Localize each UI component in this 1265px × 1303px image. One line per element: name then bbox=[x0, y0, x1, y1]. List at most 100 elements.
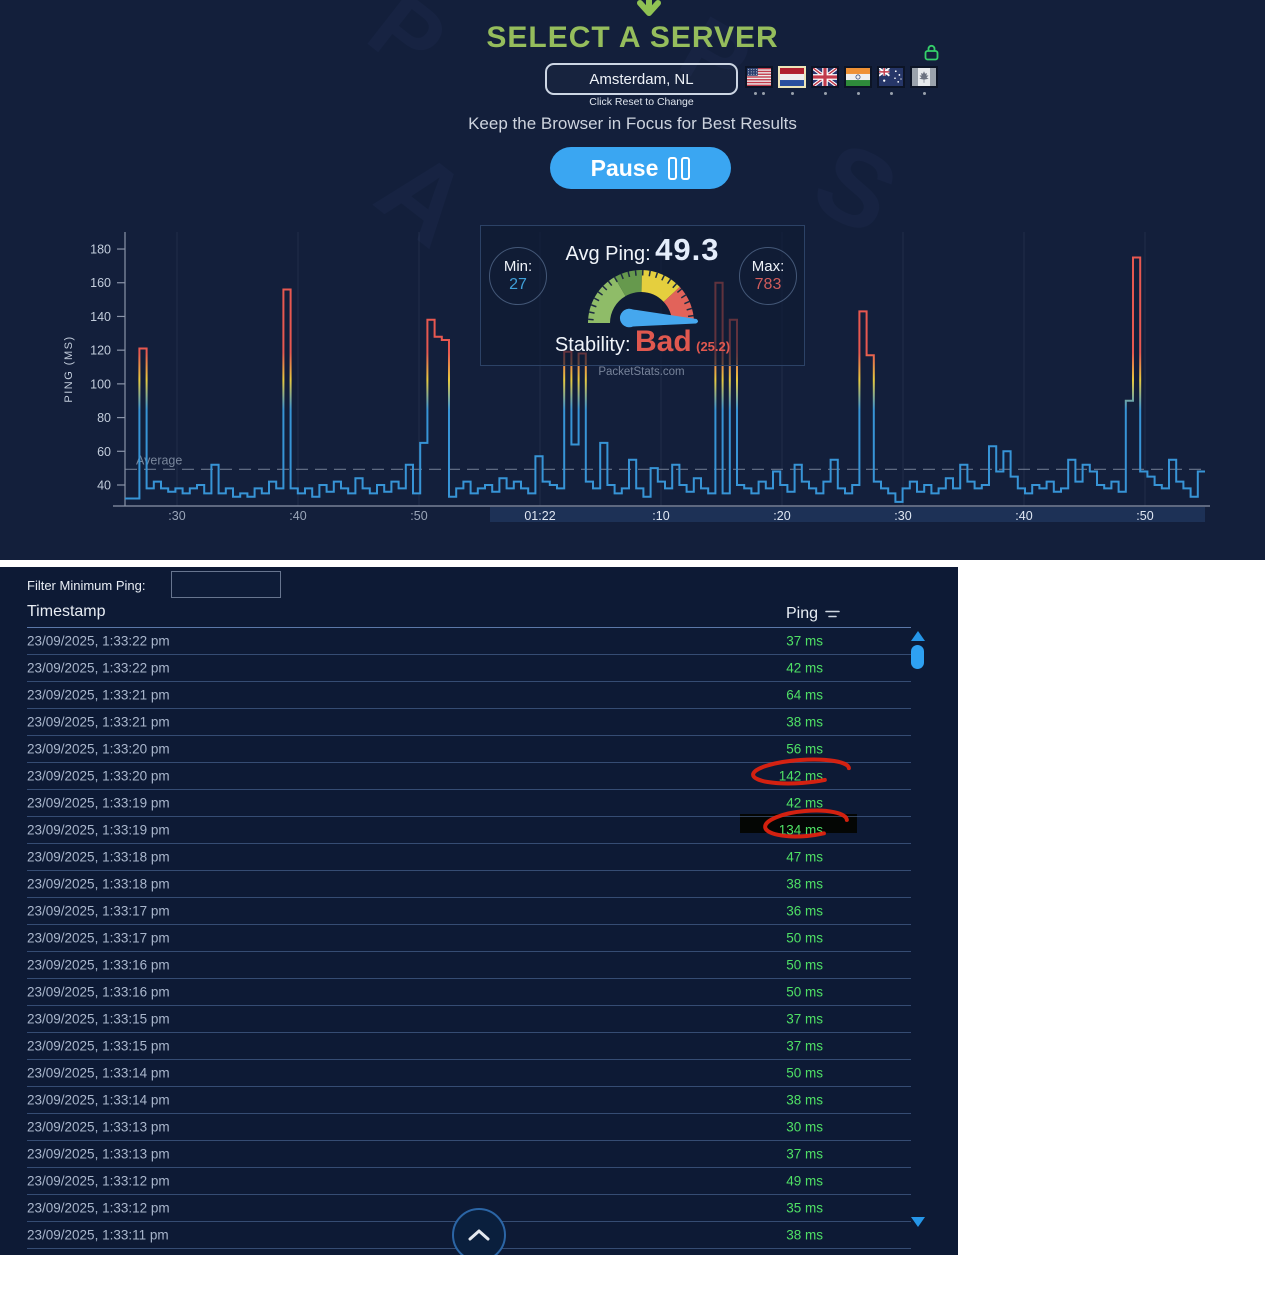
table-row: 23/09/2025, 1:33:13 pm 30 ms bbox=[27, 1114, 911, 1141]
column-header-ping[interactable]: Ping bbox=[786, 605, 840, 623]
timestamp-cell: 23/09/2025, 1:33:22 pm bbox=[27, 660, 170, 676]
focus-note: Keep the Browser in Focus for Best Resul… bbox=[468, 114, 797, 133]
ping-cell: 50 ms bbox=[786, 930, 823, 946]
timestamp-cell: 23/09/2025, 1:33:21 pm bbox=[27, 714, 170, 730]
svg-text:60: 60 bbox=[97, 445, 111, 459]
timestamp-cell: 23/09/2025, 1:33:21 pm bbox=[27, 687, 170, 703]
server-dots bbox=[877, 92, 905, 95]
server-select-box[interactable]: Amsterdam, NL bbox=[545, 63, 738, 95]
stability-gauge bbox=[588, 270, 699, 328]
timestamp-cell: 23/09/2025, 1:33:15 pm bbox=[27, 1038, 170, 1054]
table-row: 23/09/2025, 1:33:22 pm 37 ms bbox=[27, 628, 911, 655]
server-flag-list bbox=[745, 66, 938, 95]
timestamp-cell: 23/09/2025, 1:33:19 pm bbox=[27, 795, 170, 811]
timestamp-cell: 23/09/2025, 1:33:20 pm bbox=[27, 768, 170, 784]
svg-text:80: 80 bbox=[97, 411, 111, 425]
flag-usa[interactable] bbox=[745, 66, 773, 95]
down-arrow-icon bbox=[633, 0, 665, 23]
column-header-timestamp: Timestamp bbox=[27, 603, 106, 620]
scrollbar-up-icon[interactable] bbox=[911, 631, 925, 641]
table-row: 23/09/2025, 1:33:20 pm 142 ms bbox=[27, 763, 911, 790]
timestamp-cell: 23/09/2025, 1:33:22 pm bbox=[27, 633, 170, 649]
table-row: 23/09/2025, 1:33:14 pm 50 ms bbox=[27, 1060, 911, 1087]
timestamp-cell: 23/09/2025, 1:33:16 pm bbox=[27, 984, 170, 1000]
brand-text: PacketStats.com bbox=[598, 366, 685, 378]
ping-cell: 50 ms bbox=[786, 984, 823, 1000]
flag-image-india bbox=[844, 66, 872, 88]
table-row: 23/09/2025, 1:33:21 pm 38 ms bbox=[27, 709, 911, 736]
ping-table-panel: Filter Minimum Ping: Timestamp Ping 23/0… bbox=[0, 567, 958, 1255]
table-header: Timestamp Ping bbox=[27, 603, 911, 628]
svg-text:100: 100 bbox=[90, 377, 111, 391]
svg-text::50: :50 bbox=[1136, 509, 1153, 523]
svg-text:180: 180 bbox=[90, 243, 111, 257]
ping-cell: 50 ms bbox=[786, 957, 823, 973]
ping-cell: 142 ms bbox=[778, 768, 823, 784]
flag-australia[interactable] bbox=[877, 66, 905, 95]
ping-cell: 134 ms bbox=[778, 822, 823, 838]
svg-text:120: 120 bbox=[90, 344, 111, 358]
ping-cell: 37 ms bbox=[786, 633, 823, 649]
filter-min-ping-input[interactable] bbox=[171, 571, 281, 598]
svg-text:140: 140 bbox=[90, 310, 111, 324]
table-row: 23/09/2025, 1:33:14 pm 38 ms bbox=[27, 1087, 911, 1114]
sort-filter-icon bbox=[825, 610, 840, 618]
svg-text::30: :30 bbox=[894, 509, 911, 523]
ping-cell: 42 ms bbox=[786, 660, 823, 676]
server-name: Amsterdam, NL bbox=[589, 70, 694, 88]
timestamp-cell: 23/09/2025, 1:33:17 pm bbox=[27, 903, 170, 919]
svg-text::50: :50 bbox=[410, 509, 427, 523]
table-row: 23/09/2025, 1:33:19 pm 134 ms bbox=[27, 817, 911, 844]
max-label: Max: bbox=[751, 258, 785, 275]
min-ping-badge: Min: 27 bbox=[489, 247, 547, 305]
timestamp-cell: 23/09/2025, 1:33:20 pm bbox=[27, 741, 170, 757]
flag-united-kingdom[interactable] bbox=[811, 66, 839, 95]
svg-text::30: :30 bbox=[168, 509, 185, 523]
pause-icon bbox=[668, 156, 691, 180]
avg-ping-value: 49.3 bbox=[655, 232, 720, 267]
ping-cell: 30 ms bbox=[786, 1119, 823, 1135]
avg-ping-label: Avg Ping: bbox=[565, 243, 651, 265]
server-dots bbox=[844, 92, 872, 95]
pause-button[interactable]: Pause bbox=[550, 147, 731, 189]
timestamp-cell: 23/09/2025, 1:33:17 pm bbox=[27, 930, 170, 946]
scrollbar-down-icon[interactable] bbox=[911, 1217, 925, 1227]
table-row: 23/09/2025, 1:33:17 pm 50 ms bbox=[27, 925, 911, 952]
server-reset-hint: Click Reset to Change bbox=[589, 96, 694, 108]
min-label: Min: bbox=[503, 258, 533, 275]
y-axis-label: PING (MS) bbox=[63, 335, 75, 402]
stability-score: (25.2) bbox=[696, 339, 731, 354]
ping-cell: 64 ms bbox=[786, 687, 823, 703]
ping-cell: 37 ms bbox=[786, 1038, 823, 1054]
table-row: 23/09/2025, 1:33:16 pm 50 ms bbox=[27, 979, 911, 1006]
flag-netherlands[interactable] bbox=[778, 66, 806, 95]
ping-line-series bbox=[125, 256, 1205, 503]
flag-canada[interactable] bbox=[910, 66, 938, 95]
pause-button-label: Pause bbox=[590, 154, 659, 181]
stability-label: Stability: bbox=[554, 334, 631, 356]
scroll-to-top-button[interactable] bbox=[452, 1208, 506, 1255]
timestamp-cell: 23/09/2025, 1:33:13 pm bbox=[27, 1119, 170, 1135]
flag-image-australia bbox=[877, 66, 905, 88]
table-row: 23/09/2025, 1:33:13 pm 37 ms bbox=[27, 1141, 911, 1168]
flag-image-usa bbox=[745, 66, 773, 88]
table-row: 23/09/2025, 1:33:20 pm 56 ms bbox=[27, 736, 911, 763]
stability: Stability: Bad (25.2) bbox=[481, 325, 804, 359]
ping-cell: 47 ms bbox=[786, 849, 823, 865]
ping-cell: 49 ms bbox=[786, 1173, 823, 1189]
chevron-up-icon bbox=[468, 1229, 490, 1241]
table-row: 23/09/2025, 1:33:12 pm 49 ms bbox=[27, 1168, 911, 1195]
scrollbar-thumb[interactable] bbox=[911, 645, 924, 669]
ping-cell: 38 ms bbox=[786, 1092, 823, 1108]
table-row: 23/09/2025, 1:33:16 pm 50 ms bbox=[27, 952, 911, 979]
flag-india[interactable] bbox=[844, 66, 872, 95]
min-value: 27 bbox=[509, 276, 527, 293]
server-dots bbox=[910, 92, 938, 95]
timestamp-cell: 23/09/2025, 1:33:11 pm bbox=[27, 1227, 169, 1243]
timestamp-cell: 23/09/2025, 1:33:14 pm bbox=[27, 1065, 170, 1081]
ping-cell: 35 ms bbox=[786, 1200, 823, 1216]
page-title: SELECT A SERVER bbox=[486, 21, 779, 54]
svg-text::10: :10 bbox=[652, 509, 669, 523]
ping-cell: 56 ms bbox=[786, 741, 823, 757]
ping-cell: 37 ms bbox=[786, 1146, 823, 1162]
